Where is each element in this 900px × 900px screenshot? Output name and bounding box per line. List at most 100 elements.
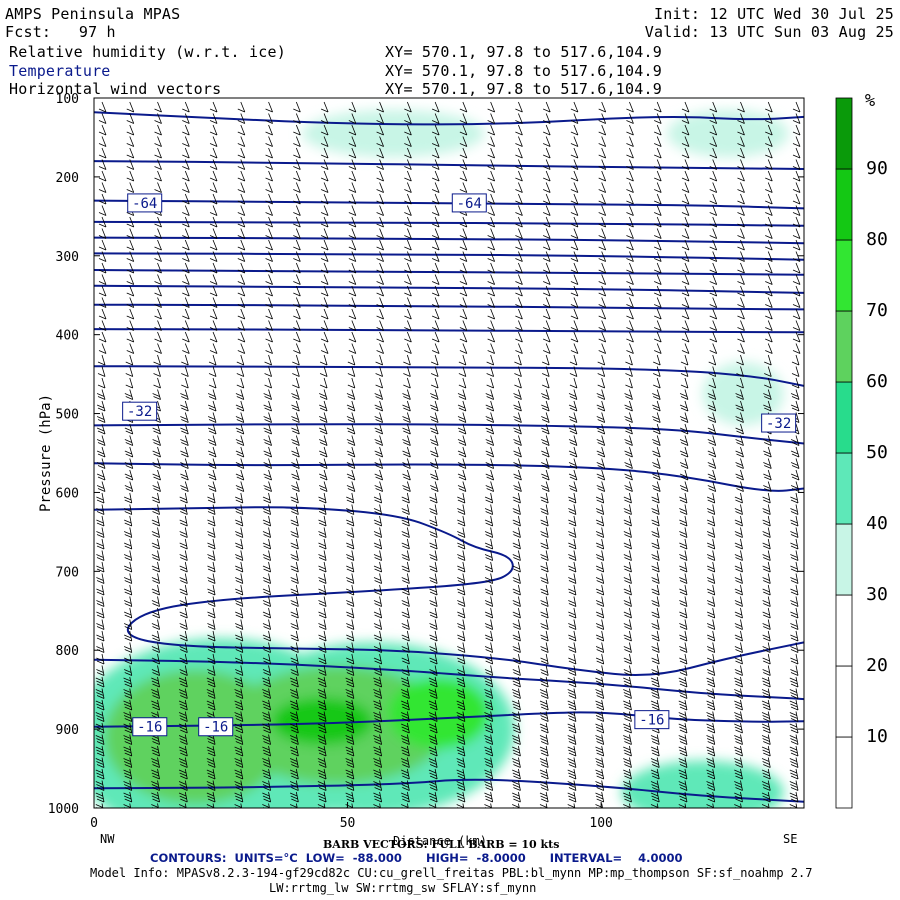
wind-barb — [95, 734, 105, 745]
wind-barb — [263, 469, 272, 481]
wind-barb — [459, 251, 468, 262]
wind-barb — [512, 561, 521, 573]
wind-barb — [401, 596, 410, 607]
wind-barb — [290, 665, 299, 676]
wind-barb — [429, 665, 438, 676]
wind-barb — [598, 136, 607, 147]
wind-barb — [623, 768, 632, 780]
wind-barb — [126, 239, 135, 251]
wind-barb — [237, 251, 246, 262]
wind-barb — [151, 676, 160, 688]
wind-barb — [598, 182, 607, 193]
wind-barb — [568, 573, 577, 584]
wind-barb — [207, 435, 217, 446]
wind-barb — [235, 607, 244, 619]
wind-barb — [235, 469, 245, 481]
wind-barb — [124, 423, 134, 435]
wind-barb — [345, 734, 355, 745]
wind-barb — [484, 780, 494, 791]
wind-barb — [265, 205, 273, 216]
wind-barb — [265, 320, 273, 331]
wind-barb — [180, 389, 189, 400]
wind-barb — [623, 711, 632, 722]
wind-barb — [151, 803, 159, 808]
wind-barb — [623, 791, 632, 803]
wind-barb — [209, 124, 218, 136]
wind-barb — [179, 492, 188, 504]
wind-barb — [623, 596, 632, 607]
wind-barb — [651, 573, 660, 584]
wind-barb — [402, 423, 411, 435]
wind-barb — [320, 274, 329, 285]
wind-barb — [237, 308, 246, 320]
wind-barb — [182, 147, 190, 159]
wind-barb — [428, 722, 438, 734]
wind-barb — [737, 343, 745, 354]
wind-barb — [487, 308, 496, 320]
wind-barb — [180, 481, 189, 492]
wind-barb — [126, 101, 135, 113]
wind-barb — [431, 205, 440, 216]
wind-barb — [207, 446, 217, 458]
colorbar-label: 40 — [866, 513, 888, 534]
wind-barb — [98, 216, 107, 228]
plot-frame — [93, 97, 805, 809]
wind-barb — [457, 630, 466, 642]
wind-barb — [765, 216, 773, 228]
wind-barb — [596, 446, 606, 458]
wind-barb — [707, 400, 717, 412]
wind-barb — [679, 423, 689, 435]
wind-barb — [626, 136, 634, 147]
wind-barb — [595, 745, 605, 757]
wind-barb — [402, 446, 411, 458]
wind-barb — [598, 205, 607, 216]
wind-barb — [512, 584, 521, 596]
wind-barb — [543, 124, 551, 136]
wind-barb — [373, 550, 382, 561]
wind-barb — [598, 297, 607, 308]
wind-barb — [598, 285, 607, 297]
wind-barb — [182, 239, 190, 251]
wind-barb — [763, 481, 772, 492]
wind-barb — [376, 262, 384, 274]
wind-barb — [598, 274, 607, 285]
colorbar-swatch — [835, 594, 853, 667]
wind-barb — [317, 688, 327, 699]
wind-barb — [457, 423, 467, 435]
wind-barb — [373, 527, 382, 538]
wind-barb — [792, 251, 801, 262]
wind-barb — [651, 584, 660, 596]
temp-contour-m32 — [94, 365, 804, 387]
wind-barb — [237, 205, 246, 216]
wind-barb — [708, 377, 717, 389]
wind-barb — [512, 711, 521, 722]
y-tick-label: 900 — [56, 723, 79, 738]
wind-barb — [182, 101, 190, 113]
colorbar-label: 80 — [866, 229, 888, 250]
wind-barb — [706, 757, 716, 768]
wind-barb — [567, 780, 577, 791]
wind-barb — [484, 653, 494, 665]
wind-barb — [95, 745, 105, 757]
wind-barb — [709, 182, 718, 193]
wind-barb — [98, 343, 107, 354]
x-tick-label: 0 — [90, 816, 98, 831]
wind-barb — [737, 113, 745, 124]
wind-barb — [209, 159, 218, 170]
wind-barb — [456, 803, 465, 808]
wind-barb — [262, 573, 271, 584]
wind-barb — [792, 205, 801, 216]
wind-barb — [709, 320, 718, 331]
wind-barb — [209, 147, 218, 159]
wind-barb — [734, 573, 743, 584]
wind-barb — [763, 458, 772, 469]
wind-barb — [595, 515, 605, 527]
wind-barb — [456, 791, 466, 803]
wind-barb — [678, 803, 687, 808]
wind-barb — [792, 136, 801, 147]
wind-barb — [151, 768, 160, 780]
wind-barb — [624, 400, 633, 412]
wind-barb — [734, 642, 743, 653]
wind-barb — [790, 550, 799, 561]
wind-barb — [346, 504, 355, 515]
